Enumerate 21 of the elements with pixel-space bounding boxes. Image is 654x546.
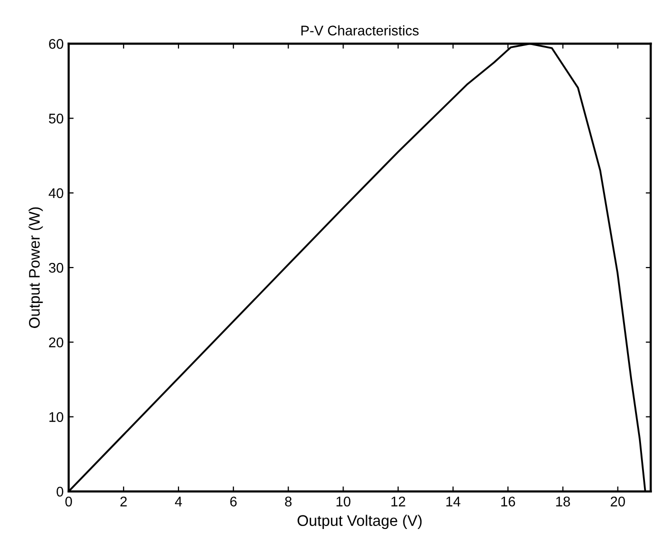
x-tick-label: 10 <box>336 496 350 506</box>
x-axis-title: Output Voltage (V) <box>298 514 422 530</box>
y-tick-label: 40 <box>48 188 64 198</box>
y-tick-label: 10 <box>49 412 64 422</box>
x-tick-label: 2 <box>120 496 127 506</box>
y-tick-label: 30 <box>48 262 64 273</box>
x-tick-label: 6 <box>230 496 237 506</box>
y-tick-label: 50 <box>48 114 64 124</box>
x-tick-label: 4 <box>174 496 182 506</box>
x-tick-label: 12 <box>391 496 406 506</box>
y-tick-label: 0 <box>56 486 64 497</box>
x-tick-label: 20 <box>610 496 625 506</box>
y-tick-label: 60 <box>49 39 64 49</box>
x-tick-label: 8 <box>285 496 292 506</box>
x-tick-label: 16 <box>501 496 516 506</box>
y-axis-title: Output Power (W) <box>28 207 43 328</box>
x-tick-label: 0 <box>65 496 72 506</box>
x-tick-label: 14 <box>446 496 460 506</box>
chart-title: P-V Characteristics <box>301 25 419 36</box>
y-tick-label: 20 <box>49 337 64 348</box>
x-tick-label: 18 <box>556 496 570 506</box>
